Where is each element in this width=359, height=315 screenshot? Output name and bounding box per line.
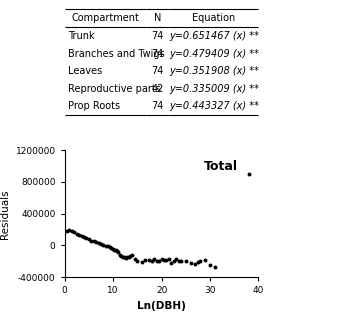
Point [86, 237, 92, 242]
Point [124, 255, 130, 260]
Point [207, 262, 213, 267]
Point [192, 261, 198, 266]
Point [159, 257, 164, 262]
Point [118, 253, 124, 258]
Point [117, 252, 123, 257]
Point [79, 233, 84, 238]
Point [76, 232, 82, 237]
Point [81, 235, 87, 240]
Point [156, 258, 162, 263]
Text: Total: Total [204, 160, 238, 173]
Point [71, 230, 77, 235]
Point [176, 258, 181, 263]
Point [84, 236, 89, 241]
Point [106, 244, 111, 249]
Point [168, 261, 174, 266]
Point [103, 243, 109, 248]
Point [110, 246, 116, 251]
Point [149, 259, 155, 264]
Point [154, 259, 160, 264]
Point [123, 255, 129, 260]
Point [161, 257, 167, 262]
Point [164, 258, 169, 263]
Point [171, 259, 177, 264]
Point [188, 261, 194, 266]
Point [116, 249, 121, 254]
Point [183, 259, 189, 264]
Point [114, 249, 120, 254]
Point [121, 255, 127, 260]
Point [139, 259, 145, 264]
Point [146, 258, 152, 263]
Point [151, 256, 157, 261]
Point [101, 242, 106, 247]
Point [129, 253, 134, 258]
Point [132, 257, 138, 262]
Point [120, 254, 126, 259]
Point [246, 171, 252, 176]
Point [202, 257, 208, 262]
Point [126, 254, 131, 259]
Point [91, 239, 97, 244]
Point [127, 253, 133, 258]
Y-axis label: Residuals: Residuals [0, 189, 10, 238]
Point [173, 257, 179, 262]
Point [142, 258, 148, 263]
Point [195, 260, 201, 265]
Point [74, 231, 80, 236]
Point [197, 259, 203, 264]
Point [93, 240, 99, 245]
Point [166, 257, 172, 262]
Point [95, 241, 102, 246]
Point [111, 247, 117, 252]
Point [178, 259, 184, 264]
Point [212, 264, 218, 269]
Point [64, 229, 70, 234]
Point [88, 238, 94, 243]
Point [108, 245, 114, 250]
X-axis label: Ln(DBH): Ln(DBH) [137, 301, 186, 311]
Point [107, 245, 113, 250]
Point [113, 248, 118, 253]
Point [69, 228, 75, 233]
Point [134, 259, 140, 264]
Point [67, 227, 73, 232]
Point [98, 242, 104, 247]
